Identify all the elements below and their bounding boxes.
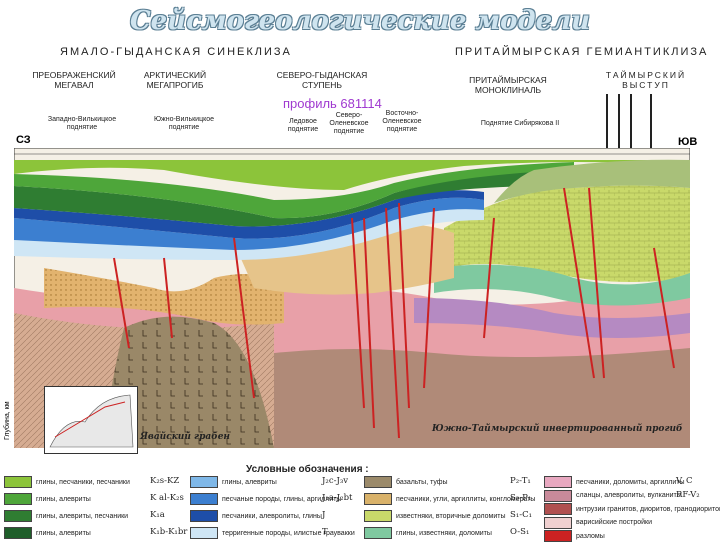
legend-swatch bbox=[364, 493, 392, 505]
legend-swatch bbox=[190, 510, 218, 522]
legend-item: глины, алевриты, песчаники bbox=[4, 510, 128, 522]
legend-age: J₁a-J₂bt bbox=[322, 493, 353, 503]
legend-item: разломы bbox=[544, 530, 605, 542]
legend-item: базальты, туфы bbox=[364, 476, 448, 488]
legend-text: известняки, вторичные доломиты bbox=[396, 512, 506, 520]
legend-text: песчаные породы, глины, аргиллиты bbox=[222, 495, 342, 503]
legend-age: RF-V₂ bbox=[676, 489, 700, 500]
subunit-sibiryakova: Поднятие Сибирякова II bbox=[480, 120, 560, 127]
legend-item: песчаники, доломиты, аргиллиты bbox=[544, 476, 685, 488]
legend-item: глины, алевриты bbox=[4, 493, 91, 505]
legend-swatch bbox=[190, 476, 218, 488]
legend-text: варисийские постройки bbox=[576, 519, 653, 526]
edge-nw-label: СЗ bbox=[16, 134, 31, 146]
legend-text: глины, алевриты, песчаники bbox=[36, 512, 129, 520]
profile-label: профиль 681114 bbox=[283, 96, 382, 111]
legend-age: S₂-P₁ bbox=[510, 493, 532, 503]
legend-age: S₁-C₁ bbox=[510, 510, 533, 520]
legend-age: K₁b-K₁br bbox=[150, 527, 188, 537]
region-yamal-gydan: ЯМАЛО-ГЫДАНСКАЯ СИНЕКЛИЗА bbox=[60, 46, 292, 58]
legend-swatch bbox=[364, 476, 392, 488]
legend-age: J₂c-J₃v bbox=[322, 476, 349, 486]
legend-swatch bbox=[4, 527, 32, 539]
legend-text: глины, песчаники, песчаники bbox=[36, 478, 130, 486]
legend-swatch bbox=[4, 510, 32, 522]
depth-axis-label: Глубина, км bbox=[4, 401, 11, 440]
legend-title: Условные обозначения : bbox=[246, 464, 369, 475]
legend-item: песчаные породы, глины, аргиллиты bbox=[190, 493, 341, 505]
legend-item: песчаники, алевролиты, глины bbox=[190, 510, 322, 522]
legend-age: K₂s-KZ bbox=[150, 476, 180, 486]
legend-item: глины, алевриты bbox=[4, 527, 91, 539]
legend-swatch bbox=[544, 489, 572, 502]
legend-item: глины, песчаники, песчаники bbox=[4, 476, 130, 488]
depth-axis: Глубина, км bbox=[4, 360, 18, 440]
legend: глины, песчаники, песчаники K₂s-KZ глины, … bbox=[0, 470, 720, 542]
region-pritaimyr: ПРИТАЙМЫРСКАЯ ГЕМИАНТИКЛИЗА bbox=[455, 46, 709, 58]
legend-text: песчаники, угли, аргиллиты, конгломераты bbox=[396, 495, 536, 503]
legend-item: интрузии гранитов, диоритов, гранодиорит… bbox=[544, 503, 720, 515]
vertical-labels-svg bbox=[606, 94, 652, 149]
edge-se-label: ЮВ bbox=[678, 136, 698, 148]
legend-age: J bbox=[322, 510, 326, 520]
legend-text: песчаники, доломиты, аргиллиты bbox=[576, 478, 685, 486]
unit-arctic: АРКТИЧЕСКИЙ МЕГАПРОГИБ bbox=[143, 70, 207, 90]
legend-swatch bbox=[190, 493, 218, 505]
legend-text: терригенные породы, илистые граувакки bbox=[222, 529, 355, 537]
label-yavai-graben: Явайский грабен bbox=[140, 432, 230, 442]
legend-item: сланцы, алевролиты, вулканиты bbox=[544, 489, 682, 502]
subunit-zapadno-vilkitsky: Западно-Вилькицкое поднятие bbox=[47, 116, 117, 131]
subunit-ledovoe: Ледовое поднятие bbox=[287, 118, 319, 133]
legend-text: глины, алевриты bbox=[36, 495, 91, 503]
subunit-yuzhno-vilkitsky: Южно-Вилькицкое поднятие bbox=[153, 116, 215, 131]
unit-taimyr: ТАЙМЫРСКИЙ ВЫСТУП bbox=[605, 70, 687, 90]
legend-text: глины, алевриты bbox=[36, 529, 91, 537]
legend-item: варисийские постройки bbox=[544, 516, 653, 529]
legend-age: V, C bbox=[676, 476, 693, 486]
legend-swatch bbox=[364, 527, 392, 539]
label-yuzhno-taimyr: Южно-Таймырский инвертированный прогиб bbox=[432, 424, 683, 434]
legend-age: O-S₁ bbox=[510, 527, 530, 537]
cross-section-svg bbox=[13, 147, 691, 449]
legend-text: глины, известняки, доломиты bbox=[396, 529, 492, 537]
inset-map bbox=[44, 386, 138, 454]
legend-item: глины, алевриты bbox=[190, 476, 277, 488]
legend-swatch bbox=[4, 493, 32, 505]
legend-swatch bbox=[4, 476, 32, 488]
legend-text: песчаники, алевролиты, глины bbox=[222, 512, 322, 520]
cross-section bbox=[13, 147, 691, 449]
unit-severo-gydan: СЕВЕРО-ГЫДАНСКАЯ СТУПЕНЬ bbox=[276, 70, 368, 90]
vertical-labels bbox=[606, 94, 652, 149]
legend-swatch bbox=[544, 503, 572, 515]
legend-swatch bbox=[190, 527, 218, 539]
legend-swatch bbox=[364, 510, 392, 522]
legend-item: терригенные породы, илистые граувакки bbox=[190, 527, 355, 539]
legend-text: интрузии гранитов, диоритов, гранодиорит… bbox=[576, 505, 720, 513]
legend-item: известняки, вторичные доломиты bbox=[364, 510, 506, 522]
legend-text: разломы bbox=[576, 532, 605, 540]
legend-swatch bbox=[544, 476, 572, 488]
subunit-vostochno-olenevskoe: Восточно-Оленевское поднятие bbox=[382, 110, 422, 133]
legend-swatch bbox=[544, 530, 572, 542]
unit-preobrazhensky: ПРЕОБРАЖЕНСКИЙ МЕГАВАЛ bbox=[32, 70, 116, 90]
slide-title: Сейсмогеологические модели bbox=[129, 6, 591, 36]
legend-age: K₁a bbox=[150, 510, 165, 520]
legend-swatch bbox=[544, 516, 572, 529]
legend-item: глины, известняки, доломиты bbox=[364, 527, 492, 539]
legend-text: сланцы, алевролиты, вулканиты bbox=[576, 492, 682, 499]
legend-age: P₂-T₁ bbox=[510, 476, 531, 486]
subunit-severo-olenevskoe: Северо-Оленевское поднятие bbox=[329, 112, 369, 135]
legend-text: глины, алевриты bbox=[222, 478, 277, 486]
legend-age: T bbox=[322, 527, 328, 537]
inset-map-svg bbox=[49, 394, 134, 448]
unit-pritaimyr-monocline: ПРИТАЙМЫРСКАЯ МОНОКЛИНАЛЬ bbox=[469, 75, 547, 95]
legend-age: K al-K₂s bbox=[150, 493, 184, 503]
faults bbox=[113, 187, 675, 439]
legend-item: песчаники, угли, аргиллиты, конгломераты bbox=[364, 493, 535, 505]
legend-text: базальты, туфы bbox=[396, 478, 448, 486]
